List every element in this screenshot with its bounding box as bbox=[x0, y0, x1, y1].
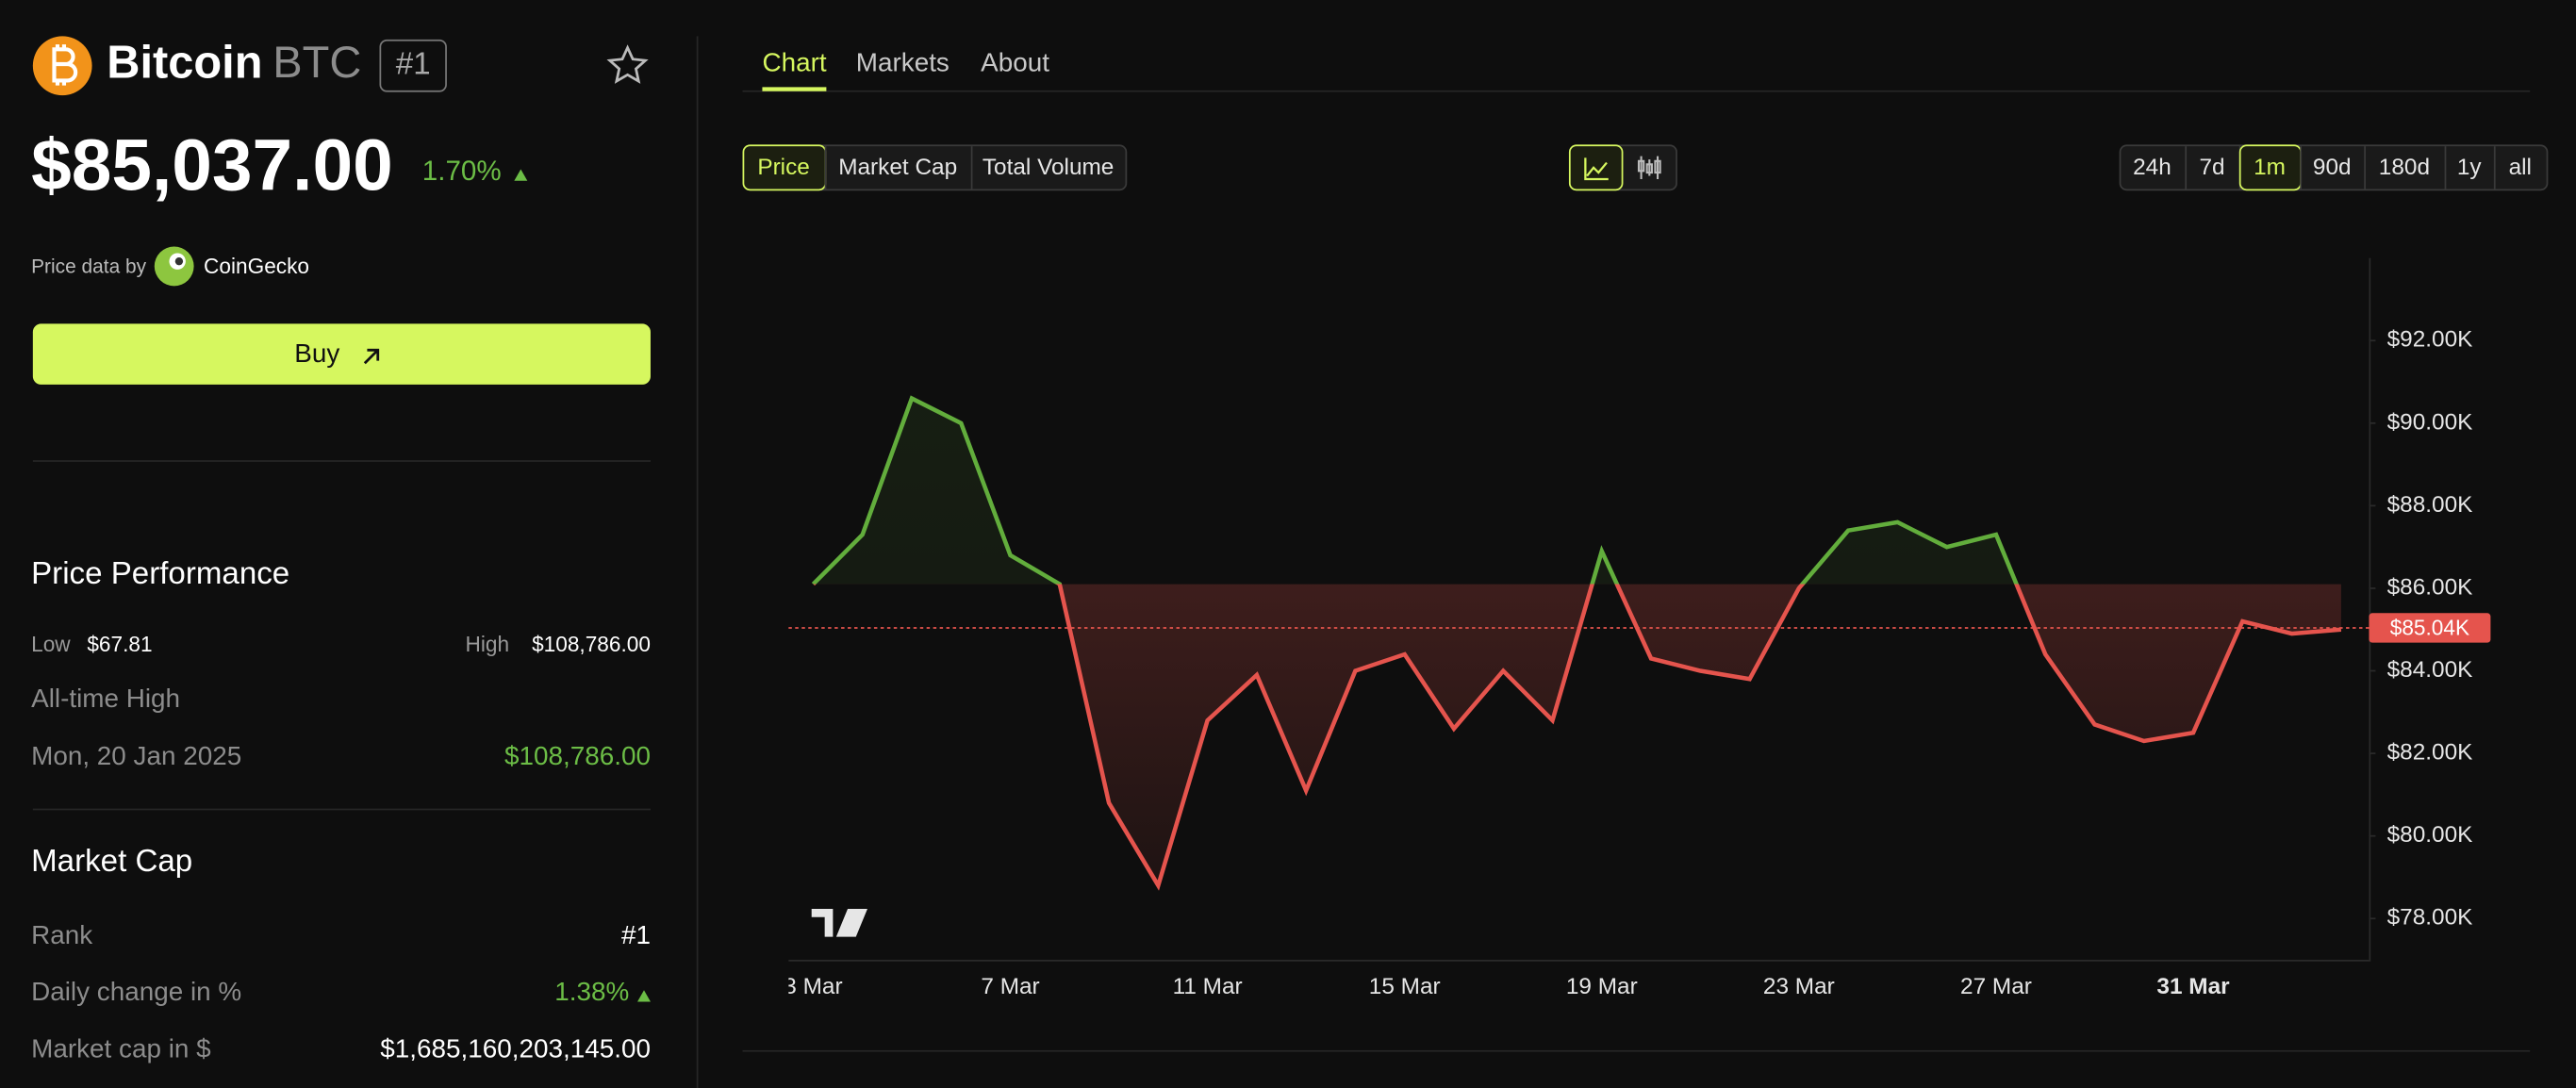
range-button[interactable]: all bbox=[2509, 155, 2532, 180]
row-label: Market cap in $ bbox=[31, 1033, 211, 1063]
source-prefix: Price data by bbox=[31, 256, 147, 278]
plot: $78.00K $80.00K $82.00K $84.00K $86.00K $88.0… bbox=[784, 327, 2491, 999]
source-logo-pupil bbox=[174, 256, 184, 266]
low-value: $67.81 bbox=[87, 632, 152, 656]
x-tick-label: 19 Mar bbox=[1566, 974, 1638, 999]
range-button[interactable]: 7d bbox=[2200, 155, 2225, 180]
line-chart-button[interactable] bbox=[1568, 144, 1624, 191]
current-price-badge bbox=[2369, 613, 2491, 643]
section-title: Market Cap bbox=[31, 844, 192, 879]
price: $85,037.00 bbox=[31, 126, 393, 206]
x-tick-label: 23 Mar bbox=[1763, 974, 1835, 999]
ath-date: Mon, 20 Jan 2025 bbox=[31, 741, 241, 770]
y-tick-label: $84.00K bbox=[2387, 657, 2473, 683]
range-buttons: 24h 7d 1m 90d 180d 1y all bbox=[2119, 144, 2549, 191]
candle-chart-icon[interactable] bbox=[1637, 156, 1661, 180]
source-name[interactable]: CoinGecko bbox=[204, 254, 309, 278]
row-value: 1.38% bbox=[554, 977, 629, 1006]
ath-value: $108,786.00 bbox=[504, 741, 651, 770]
tabs: Chart Markets About bbox=[762, 47, 1049, 91]
tab-underline bbox=[762, 87, 827, 91]
x-tick-label: 15 Mar bbox=[1369, 974, 1441, 999]
y-tick-label: $92.00K bbox=[2387, 327, 2473, 353]
market-cap-rows: Rank #1 Daily change in % 1.38% Market cap i… bbox=[31, 920, 651, 1063]
coin-glyph bbox=[52, 44, 78, 86]
tradingview-logo bbox=[811, 908, 867, 937]
coin-symbol: BTC bbox=[272, 37, 361, 87]
x-tick-label: 3 Mar bbox=[784, 974, 842, 999]
x-tick-labels: 3 Mar 7 Mar 11 Mar 15 Mar 19 Mar 23 Mar 27 Mar… bbox=[784, 974, 2230, 999]
up-arrow bbox=[637, 990, 651, 1002]
rank-badge bbox=[379, 39, 447, 92]
x-tick-label: 7 Mar bbox=[981, 974, 1039, 999]
x-tick-label: 31 Mar bbox=[2156, 974, 2230, 999]
metric-button[interactable]: Total Volume bbox=[983, 155, 1115, 180]
current-price-label: $85.04K bbox=[2390, 616, 2469, 640]
row-value: $1,685,160,203,145.00 bbox=[380, 1033, 651, 1063]
tab[interactable]: Chart bbox=[762, 47, 826, 76]
metric-button[interactable]: Price bbox=[757, 155, 810, 180]
section-title: Price Performance bbox=[31, 556, 289, 591]
tab[interactable]: About bbox=[981, 47, 1049, 76]
y-tick-label: $90.00K bbox=[2387, 409, 2473, 435]
tab[interactable]: Markets bbox=[856, 47, 949, 76]
range-button[interactable]: 90d bbox=[2313, 155, 2352, 180]
row-label: Daily change in % bbox=[31, 977, 241, 1006]
rank-text: #1 bbox=[396, 46, 431, 81]
buy-button[interactable] bbox=[32, 323, 651, 385]
range-button[interactable]: 1y bbox=[2457, 155, 2483, 180]
buy-label: Buy bbox=[294, 338, 339, 368]
coin-name: Bitcoin bbox=[107, 38, 262, 89]
high-label: High bbox=[466, 632, 510, 656]
ath-label: All-time High bbox=[31, 684, 180, 713]
x-tick-label: 11 Mar bbox=[1173, 974, 1243, 999]
x-tick-label: 27 Mar bbox=[1960, 974, 2032, 999]
y-tick-label: $86.00K bbox=[2387, 574, 2473, 600]
row-label: Rank bbox=[31, 920, 92, 949]
area bbox=[813, 398, 2341, 886]
up-arrow bbox=[514, 169, 528, 181]
row-value: #1 bbox=[621, 920, 651, 949]
line-chart-icon bbox=[1584, 157, 1609, 181]
range-button[interactable]: 1m bbox=[2254, 155, 2286, 180]
metric-button[interactable]: Market Cap bbox=[838, 155, 957, 180]
y-tick-label: $82.00K bbox=[2387, 740, 2473, 766]
button-group bbox=[2119, 144, 2549, 191]
y-tick-label: $88.00K bbox=[2387, 492, 2473, 518]
price-line bbox=[811, 395, 2342, 891]
metric-buttons: Price Market Cap Total Volume bbox=[742, 144, 1128, 191]
y-tick-label: $78.00K bbox=[2387, 905, 2473, 931]
favorite-star[interactable] bbox=[606, 44, 649, 84]
range-button[interactable]: 24h bbox=[2133, 155, 2171, 180]
buy-icon bbox=[363, 348, 380, 365]
price-change: 1.70% bbox=[422, 156, 502, 187]
y-tick-label: $80.00K bbox=[2387, 822, 2473, 848]
range-button[interactable]: 180d bbox=[2379, 155, 2430, 180]
low-label: Low bbox=[31, 632, 71, 656]
high-value: $108,786.00 bbox=[532, 632, 651, 656]
